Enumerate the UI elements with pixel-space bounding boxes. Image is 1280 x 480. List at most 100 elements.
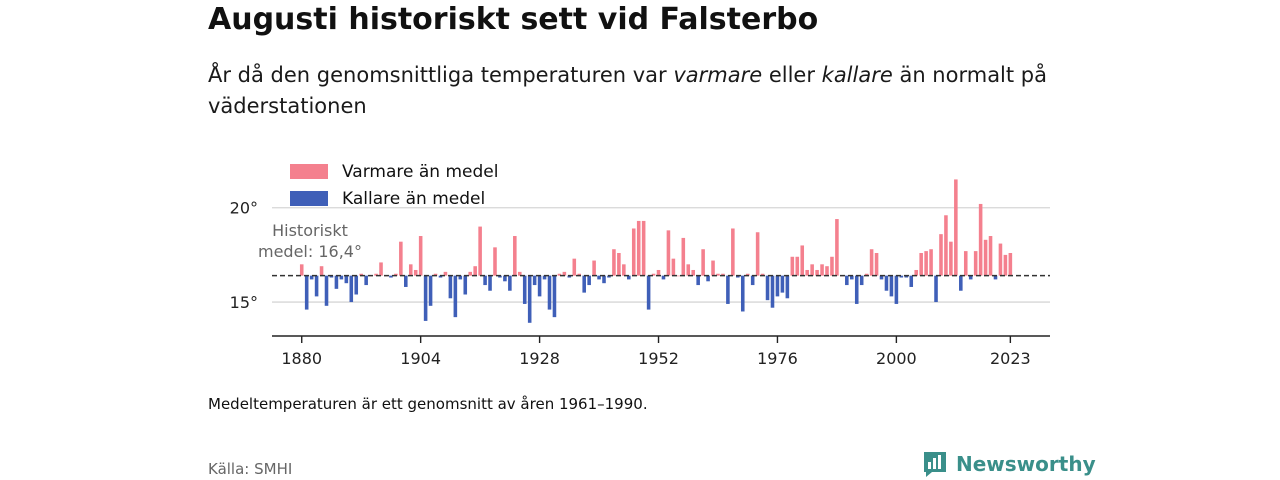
source-text: Källa: SMHI: [208, 460, 293, 478]
bar-2014: [963, 251, 968, 276]
bar-2021: [998, 243, 1003, 276]
bar-1917: [483, 275, 487, 286]
bar-1888: [339, 275, 344, 280]
bar-1951: [651, 273, 656, 276]
bar-1932: [557, 273, 562, 276]
x-tick-label: 1880: [281, 349, 322, 368]
bar-1921: [503, 275, 507, 282]
bar-1900: [399, 241, 403, 276]
bar-2023: [1008, 253, 1013, 276]
bar-1986: [825, 266, 829, 276]
bar-1920: [498, 275, 502, 278]
bar-2013: [959, 275, 963, 291]
bar-2015: [968, 275, 973, 280]
legend-label-warm: Varmare än medel: [342, 161, 499, 182]
bar-1891: [354, 275, 359, 295]
bar-1898: [389, 275, 393, 278]
bar-1971: [750, 275, 755, 286]
bar-1906: [428, 275, 433, 306]
bar-1945: [622, 264, 626, 276]
chart-title: Augusti historiskt sett vid Falsterbo: [208, 2, 819, 37]
bar-2022: [1003, 254, 1008, 276]
bar-1933: [562, 271, 567, 276]
bar-2004: [914, 269, 918, 276]
legend-item-warm: Varmare än medel: [290, 158, 498, 185]
bar-1911: [453, 275, 458, 318]
bar-1940: [597, 275, 601, 280]
bar-2008: [934, 275, 938, 303]
bar-1985: [820, 264, 824, 276]
bar-1970: [745, 273, 750, 276]
bar-1957: [681, 237, 686, 276]
bar-1955: [671, 258, 676, 276]
bar-1965: [721, 273, 725, 276]
bar-1972: [755, 232, 760, 276]
bar-1925: [522, 275, 527, 304]
bar-1998: [884, 275, 889, 291]
bar-1990: [845, 275, 849, 286]
bar-1981: [800, 245, 805, 276]
bar-1979: [790, 256, 795, 276]
bar-1893: [364, 275, 368, 286]
bar-1902: [408, 264, 413, 276]
bar-1909: [443, 271, 448, 276]
bar-1905: [423, 275, 428, 321]
bar-1975: [770, 275, 775, 308]
bar-2006: [924, 251, 928, 276]
bar-1887: [334, 275, 339, 289]
bar-1884: [319, 266, 324, 276]
bar-1928: [537, 275, 542, 297]
bar-2020: [993, 275, 998, 280]
bar-1903: [413, 269, 418, 276]
bar-1952: [656, 269, 661, 276]
bar-1961: [701, 249, 705, 276]
bar-1947: [631, 228, 636, 276]
bar-1914: [468, 271, 472, 276]
bar-2001: [899, 275, 904, 278]
bar-1882: [309, 275, 314, 280]
bar-1968: [736, 275, 740, 278]
bar-2002: [904, 275, 909, 278]
bar-2012: [954, 179, 958, 276]
bar-1959: [691, 269, 695, 276]
bar-1949: [641, 220, 646, 276]
bar-1937: [582, 275, 586, 293]
bar-1958: [686, 264, 691, 276]
x-tick-label: 1976: [757, 349, 798, 368]
bar-1919: [493, 247, 497, 276]
bar-1915: [473, 266, 477, 276]
bar-1896: [379, 262, 383, 276]
bar-1982: [805, 269, 809, 276]
x-tick-label: 1952: [638, 349, 679, 368]
bar-1984: [815, 269, 819, 276]
bar-2011: [949, 241, 953, 276]
bar-1991: [850, 275, 854, 280]
bar-1995: [869, 249, 874, 276]
bar-1993: [859, 275, 864, 286]
bar-1899: [394, 273, 398, 276]
legend-swatch-warm: [290, 164, 328, 179]
legend-label-cold: Kallare än medel: [342, 188, 486, 209]
bar-1895: [374, 273, 378, 276]
brand-logo[interactable]: Newsworthy: [922, 450, 1096, 478]
bar-1980: [795, 256, 800, 276]
subtitle-cold-word: kallare: [821, 63, 893, 87]
bar-1987: [830, 256, 834, 276]
bar-1880: [299, 264, 304, 276]
brand-name: Newsworthy: [956, 452, 1096, 476]
bar-1974: [765, 275, 770, 301]
bar-chart-icon: [924, 452, 946, 477]
x-tick-label: 2000: [876, 349, 917, 368]
bar-2018: [983, 239, 988, 276]
x-tick-label: 1928: [519, 349, 560, 368]
bar-1977: [780, 275, 785, 293]
bar-2019: [988, 236, 993, 276]
bar-2000: [894, 275, 899, 304]
bar-2009: [939, 234, 943, 276]
bar-1988: [835, 219, 839, 276]
bar-1948: [636, 220, 641, 276]
bar-1885: [324, 275, 329, 306]
chart-legend: Varmare än medel Kallare än medel: [290, 158, 498, 212]
chart-subtitle: År då den genomsnittliga temperaturen va…: [208, 60, 1048, 122]
bar-1996: [874, 253, 879, 276]
